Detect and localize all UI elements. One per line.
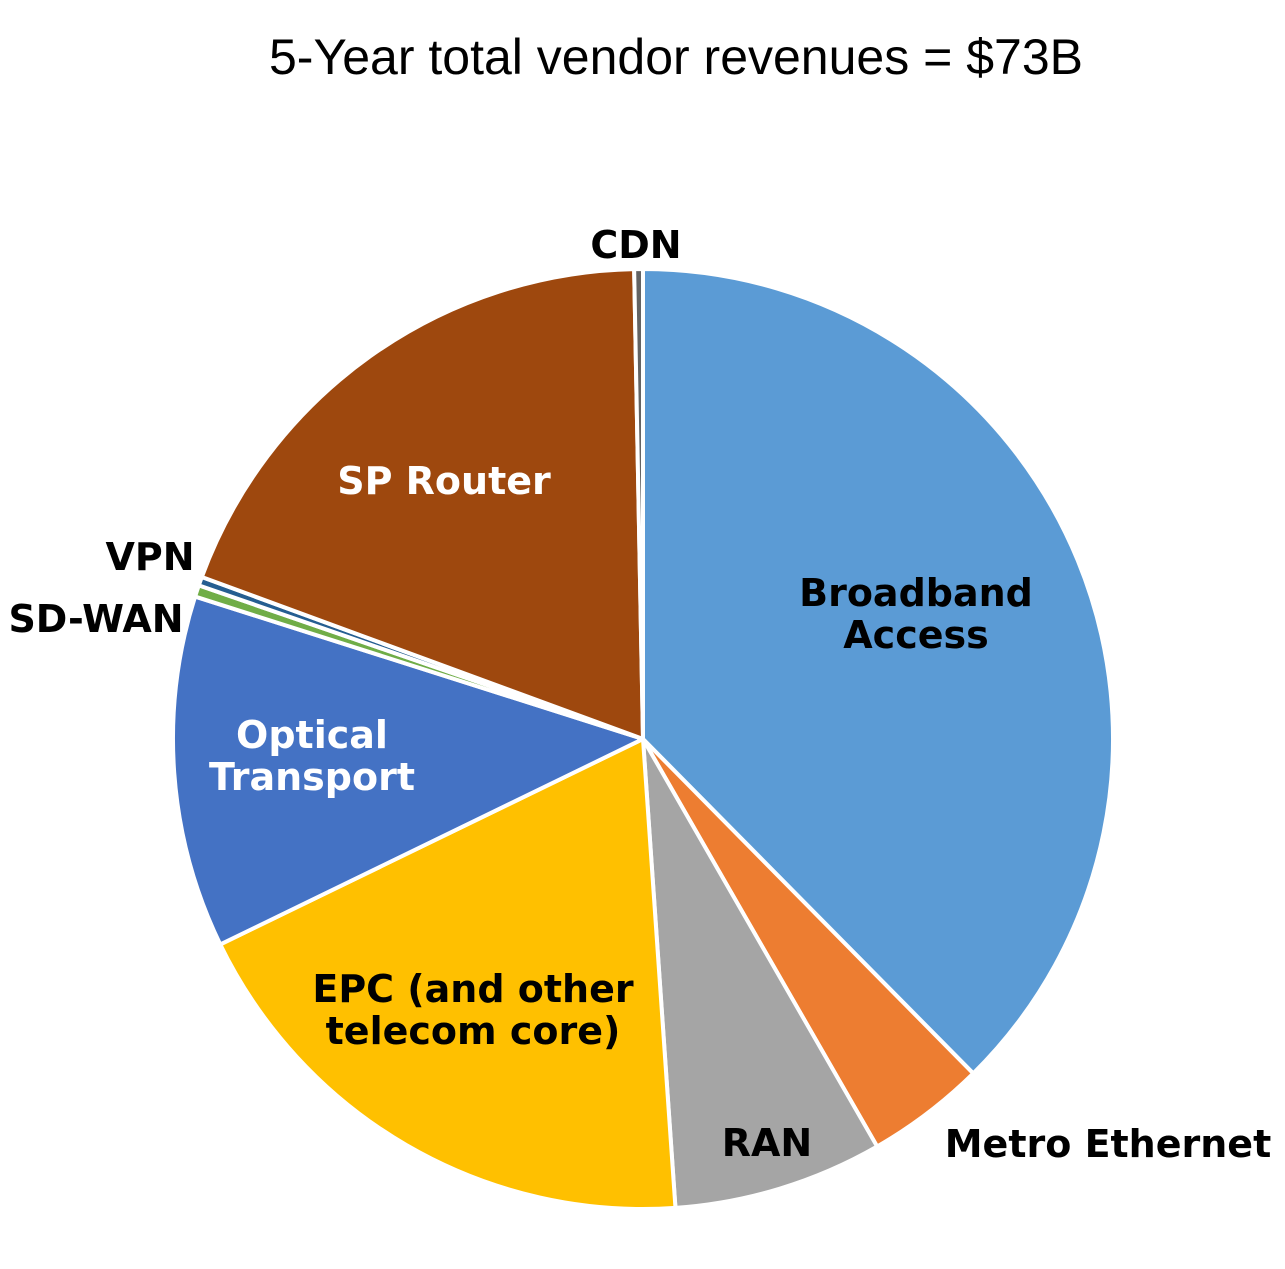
label-line: SD-WAN — [8, 597, 183, 641]
label-line: EPC (and other — [312, 967, 634, 1011]
label-vpn: VPN — [105, 535, 194, 579]
pie-slices — [171, 266, 1115, 1211]
label-broadband-access: Broadband Access — [799, 571, 1033, 657]
label-line: CDN — [590, 223, 681, 267]
label-line: Broadband — [799, 571, 1033, 615]
label-cdn: CDN — [590, 223, 681, 267]
label-optical-transport: Optical Transport — [209, 713, 415, 799]
slice-optical-transport — [171, 594, 645, 947]
label-line: telecom core) — [326, 1009, 621, 1053]
label-line: VPN — [105, 535, 194, 579]
label-line: Optical — [236, 713, 388, 757]
slice-cdn — [632, 266, 645, 741]
label-line: SP Router — [337, 459, 551, 503]
slice-ran — [641, 737, 880, 1210]
label-line: Metro Ethernet — [945, 1122, 1272, 1166]
slice-sp-router — [199, 267, 645, 741]
label-line: Access — [843, 613, 988, 657]
slice-broadband-access — [641, 267, 1115, 1076]
label-sd-wan: SD-WAN — [8, 597, 183, 641]
label-sp-router: SP Router — [337, 459, 551, 503]
chart-title: 5-Year total vendor revenues = $73B — [269, 29, 1083, 85]
label-ran: RAN — [722, 1121, 812, 1165]
label-line: Transport — [209, 755, 415, 799]
label-epc-and-other-telecom-core: EPC (and other telecom core) — [312, 967, 634, 1053]
pie-labels: Broadband Access Metro Ethernet RAN EPC (and… — [8, 223, 1271, 1166]
label-line: RAN — [722, 1121, 812, 1165]
label-metro-ethernet: Metro Ethernet — [945, 1122, 1272, 1166]
slice-epc-and-other-telecom-core — [218, 737, 678, 1211]
